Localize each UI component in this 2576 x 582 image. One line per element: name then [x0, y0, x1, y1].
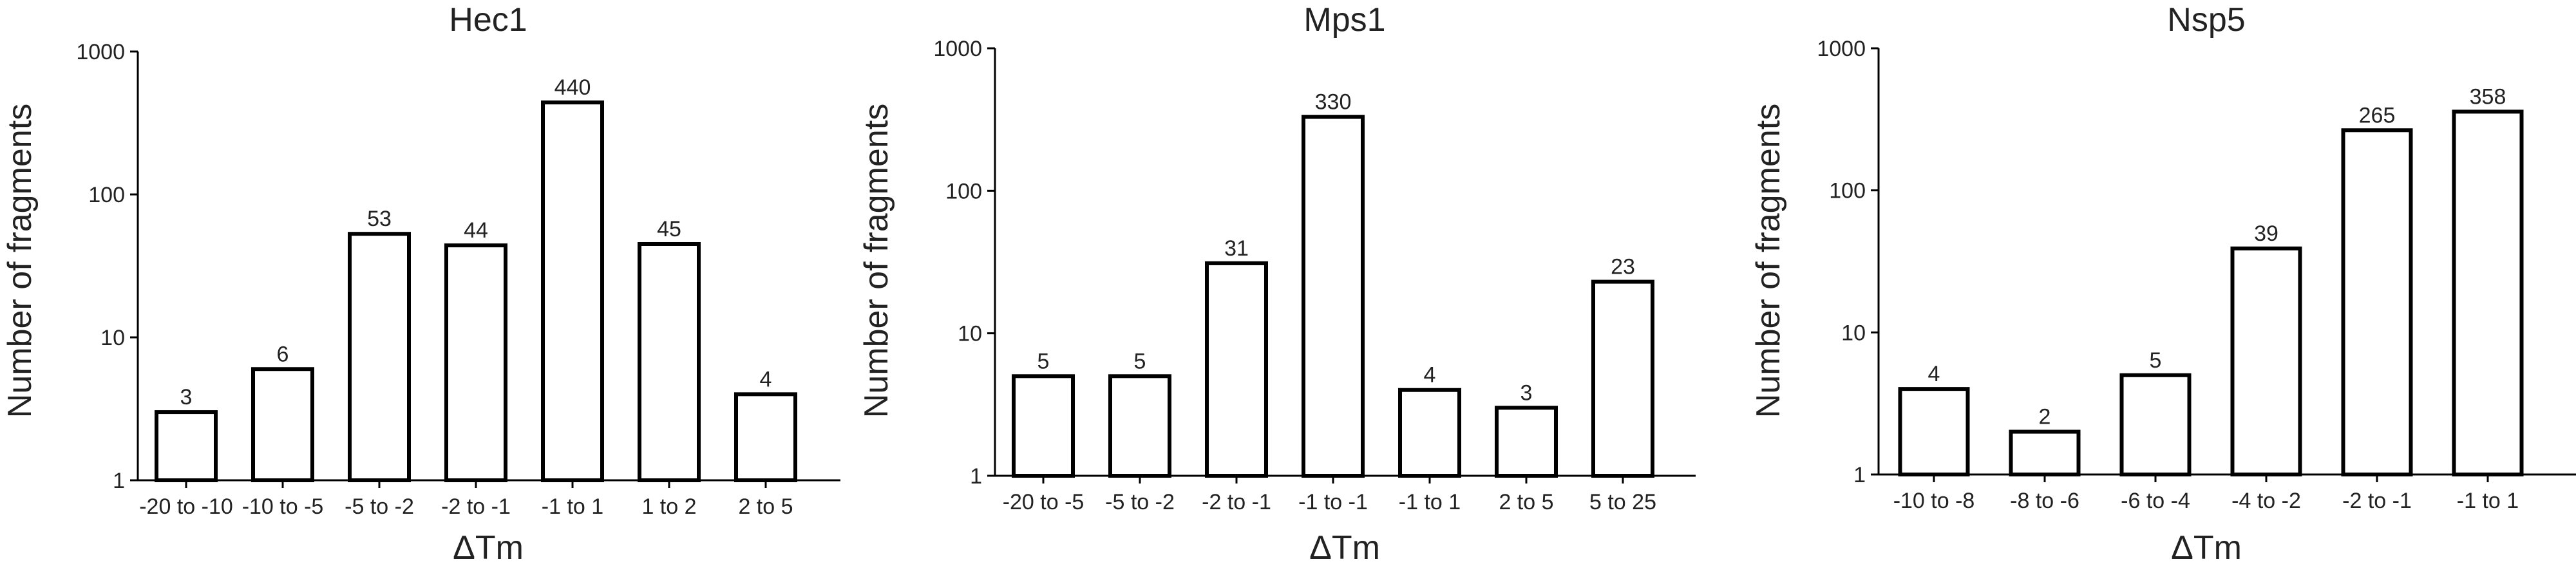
x-axis-label: ΔTm	[1309, 529, 1380, 567]
data-label: 440	[554, 75, 591, 100]
chart-panel-hec1: Hec1 Number of fragments ΔTm 1 10 100 1000 3…	[1, 1, 840, 567]
x-tick-label: -4 to -2	[2231, 489, 2301, 513]
data-label: 358	[2470, 84, 2506, 109]
bar	[1302, 115, 1365, 478]
data-label: 31	[1224, 236, 1249, 261]
data-label: 53	[367, 207, 392, 231]
x-tick-label: -5 to -2	[345, 494, 414, 519]
data-label: 23	[1611, 255, 1635, 279]
bar	[1898, 387, 1970, 477]
y-axis-label: Number of fragments	[1, 104, 39, 418]
data-label: 44	[464, 218, 488, 243]
data-label: 3	[180, 385, 193, 409]
x-tick-label: -5 to -2	[1105, 490, 1175, 514]
data-label: 4	[760, 367, 772, 391]
x-tick-label: -1 to 1	[2457, 489, 2519, 513]
plot-area: 1 10 100 1000 4 -10 to -8 2 -8 to -6 5 -6 to -4 39…	[1817, 37, 2576, 513]
bar	[638, 241, 701, 482]
x-tick-label: -1 to 1	[1399, 490, 1461, 514]
bar	[2341, 128, 2413, 477]
data-label: 4	[1424, 363, 1436, 388]
y-tick-label: 100	[88, 183, 125, 207]
data-label: 39	[2254, 221, 2278, 246]
plot-area: 1 10 100 1000 5 -20 to -5 5 -5 to -2 31 -2 to -1 3…	[933, 37, 1696, 514]
x-tick-label: 2 to 5	[1499, 490, 1553, 514]
x-tick-label: -2 to -1	[1202, 490, 1271, 514]
data-label: 3	[1520, 380, 1533, 405]
bar	[1591, 279, 1654, 478]
x-tick-label: -20 to -10	[139, 494, 233, 519]
data-label: 4	[1928, 362, 1940, 386]
x-tick-label: 5 to 25	[1589, 490, 1656, 514]
bar	[155, 410, 218, 483]
bar	[1398, 388, 1461, 478]
bar	[541, 100, 604, 482]
x-tick-label: -1 to 1	[542, 494, 603, 519]
bar	[444, 243, 507, 482]
x-tick-label: -20 to -5	[1003, 490, 1084, 514]
x-axis-label: ΔTm	[453, 529, 524, 567]
bar	[2119, 373, 2192, 476]
y-axis-label: Number of fragments	[1750, 104, 1787, 418]
x-tick-label: -1 to -1	[1298, 490, 1368, 514]
bar	[1205, 261, 1268, 478]
data-label: 5	[1134, 349, 1146, 373]
x-tick-label: -6 to -4	[2121, 489, 2190, 513]
plot-area: 1 10 100 1000 3 -20 to -10 6 -10 to -5 53 -5 to -…	[76, 40, 840, 519]
y-tick-label: 10	[958, 322, 982, 346]
y-tick-label: 1000	[76, 40, 125, 64]
y-tick-label: 1	[970, 464, 982, 489]
y-tick-label: 10	[100, 326, 125, 350]
chart-title: Hec1	[449, 1, 527, 39]
data-label: 45	[657, 217, 681, 241]
y-tick-label: 1	[113, 469, 125, 493]
chart-title: Mps1	[1303, 1, 1385, 39]
bar	[1012, 374, 1075, 478]
x-axis-label: ΔTm	[2171, 529, 2242, 567]
data-label: 265	[2359, 103, 2396, 127]
y-tick-label: 100	[945, 179, 982, 203]
chart-title: Nsp5	[2167, 1, 2245, 39]
bar	[734, 392, 797, 483]
x-tick-label: -10 to -5	[242, 494, 324, 519]
data-label: 5	[2150, 348, 2162, 373]
y-tick-label: 10	[1841, 321, 1866, 345]
bar	[2230, 246, 2302, 476]
bar	[2009, 429, 2081, 476]
bar	[251, 367, 314, 482]
bar	[2452, 109, 2524, 477]
data-label: 5	[1037, 349, 1050, 373]
data-label: 2	[2039, 405, 2051, 429]
x-tick-label: 2 to 5	[738, 494, 793, 519]
x-tick-label: 1 to 2	[641, 494, 696, 519]
x-tick-label: -2 to -1	[2342, 489, 2412, 513]
y-tick-label: 1000	[1817, 37, 1866, 61]
y-axis-label: Number of fragments	[858, 104, 895, 418]
y-tick-label: 1	[1853, 463, 1866, 487]
x-tick-label: -8 to -6	[2010, 489, 2079, 513]
data-label: 330	[1315, 90, 1352, 115]
bar	[1495, 406, 1558, 478]
bar	[348, 232, 411, 482]
y-tick-label: 100	[1829, 179, 1866, 203]
y-tick-label: 1000	[933, 37, 982, 61]
bar	[1108, 374, 1171, 478]
x-tick-label: -2 to -1	[441, 494, 511, 519]
data-label: 6	[277, 342, 289, 366]
x-tick-label: -10 to -8	[1893, 489, 1975, 513]
chart-panel-mps1: Mps1 Number of fragments ΔTm 1 10 100 1000 5…	[858, 1, 1696, 567]
chart-panel-nsp5: Nsp5 Number of fragments ΔTm 1 10 100 1000 4…	[1750, 1, 2576, 567]
